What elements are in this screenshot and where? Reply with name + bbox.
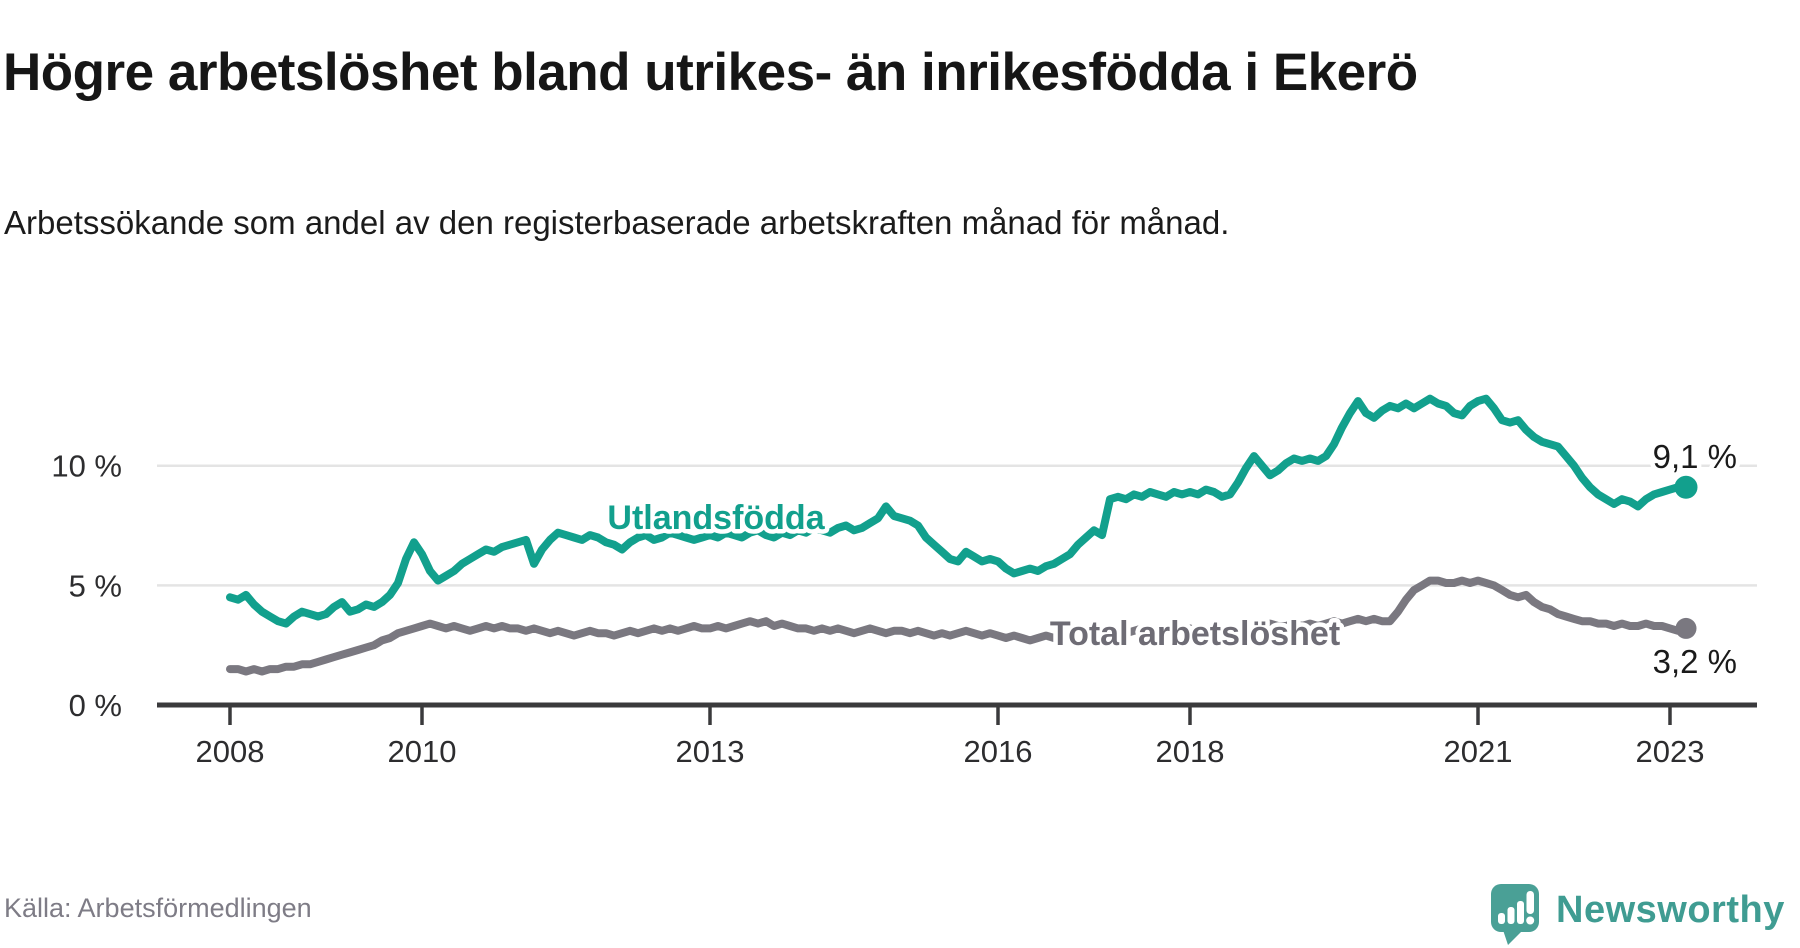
series-end-dot-utlandsfodda [1674, 475, 1698, 499]
series-line-utlandsfodda [226, 394, 1690, 628]
y-tick-label-5: 5 % [69, 568, 122, 603]
newsworthy-logo-icon [1491, 884, 1539, 945]
x-tick-label-2016: 2016 [964, 734, 1033, 769]
end-value-label-total: 3,2 % [1653, 643, 1737, 680]
source-note: Källa: Arbetsförmedlingen [4, 893, 312, 923]
logo-bar-2 [1507, 907, 1515, 924]
page-title: Högre arbetslöshet bland utrikes- än inr… [3, 42, 1418, 102]
x-tick-label-2010: 2010 [388, 734, 457, 769]
x-tick-label-2018: 2018 [1156, 734, 1225, 769]
y-tick-label-0: 0 % [69, 688, 122, 723]
x-tick-label-2008: 2008 [196, 734, 265, 769]
chart-subtitle: Arbetssökande som andel av den registerb… [4, 204, 1230, 241]
brand-name: Newsworthy [1556, 889, 1785, 931]
x-tick-label-2021: 2021 [1444, 734, 1513, 769]
logo-bar-1 [1498, 913, 1505, 924]
end-value-label-utlandsfodda: 9,1 % [1653, 438, 1737, 475]
series-end-dot-total [1675, 617, 1697, 639]
x-tick-label-2023: 2023 [1636, 734, 1705, 769]
logo-exclamation-icon [1526, 891, 1534, 914]
logo-bar-3 [1517, 901, 1524, 924]
series-label-utlandsfodda: Utlandsfödda [607, 499, 825, 537]
x-tick-label-2013: 2013 [676, 734, 745, 769]
y-tick-label-10: 10 % [51, 449, 122, 484]
series-line-total [226, 576, 1690, 676]
series-label-total: Total arbetslöshet [1050, 615, 1340, 653]
